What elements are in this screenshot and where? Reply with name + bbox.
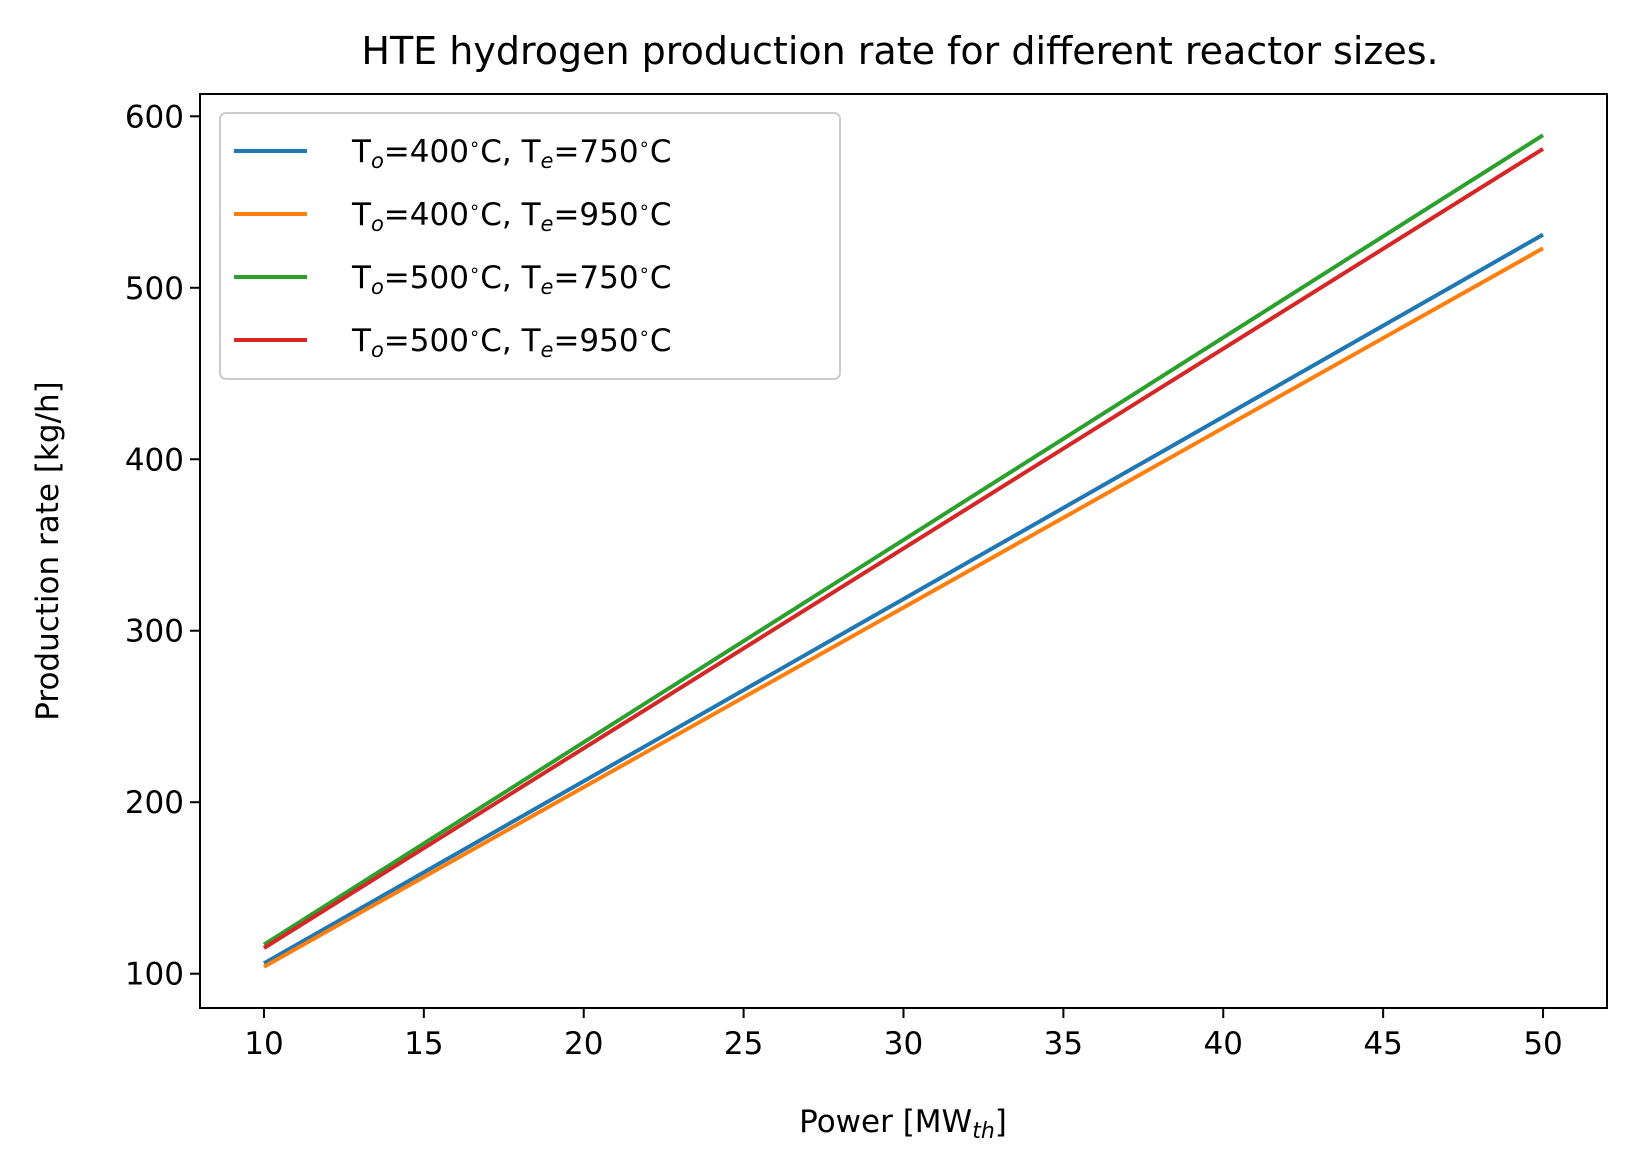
y-axis: 100 200 300 400 500 600 — [125, 99, 200, 993]
legend-label-4: To=500∘C, Te=950∘C — [351, 323, 672, 362]
legend-label-3: To=500∘C, Te=750∘C — [351, 260, 672, 299]
y-axis-label: Production rate [kg/h] — [30, 381, 66, 721]
y-tick-label: 100 — [125, 957, 184, 993]
series-line-4 — [262, 147, 1545, 950]
x-tick-label: 40 — [1204, 1026, 1243, 1062]
plot-area — [262, 133, 1545, 969]
y-tick-label: 600 — [125, 99, 184, 135]
x-tick-label: 45 — [1363, 1026, 1402, 1062]
y-tick-label: 500 — [125, 271, 184, 307]
legend-box — [219, 112, 841, 380]
legend-label-1: To=400∘C, Te=750∘C — [351, 134, 672, 173]
series-line-1 — [263, 232, 1544, 966]
x-tick-label: 20 — [564, 1026, 603, 1062]
x-tick-label: 35 — [1044, 1026, 1083, 1062]
y-tick-label: 200 — [125, 785, 184, 821]
legend-label-2: To=400∘C, Te=950∘C — [351, 197, 672, 236]
x-tick-label: 50 — [1523, 1026, 1562, 1062]
x-tick-label: 25 — [724, 1026, 763, 1062]
x-axis: 10 15 20 25 30 35 40 45 50 — [244, 1008, 1563, 1062]
legend: To=400∘C, Te=750∘C To=400∘C, Te=950∘C To=5… — [219, 112, 841, 380]
series-line-2 — [263, 246, 1544, 969]
x-tick-label: 15 — [404, 1026, 443, 1062]
chart-title: HTE hydrogen production rate for differe… — [361, 29, 1438, 73]
series-line-3 — [262, 133, 1545, 947]
y-tick-label: 300 — [125, 614, 184, 650]
x-axis-label: Power [MWth] — [799, 1104, 1007, 1144]
y-tick-label: 400 — [125, 442, 184, 478]
x-tick-label: 30 — [884, 1026, 923, 1062]
x-tick-label: 10 — [244, 1026, 283, 1062]
